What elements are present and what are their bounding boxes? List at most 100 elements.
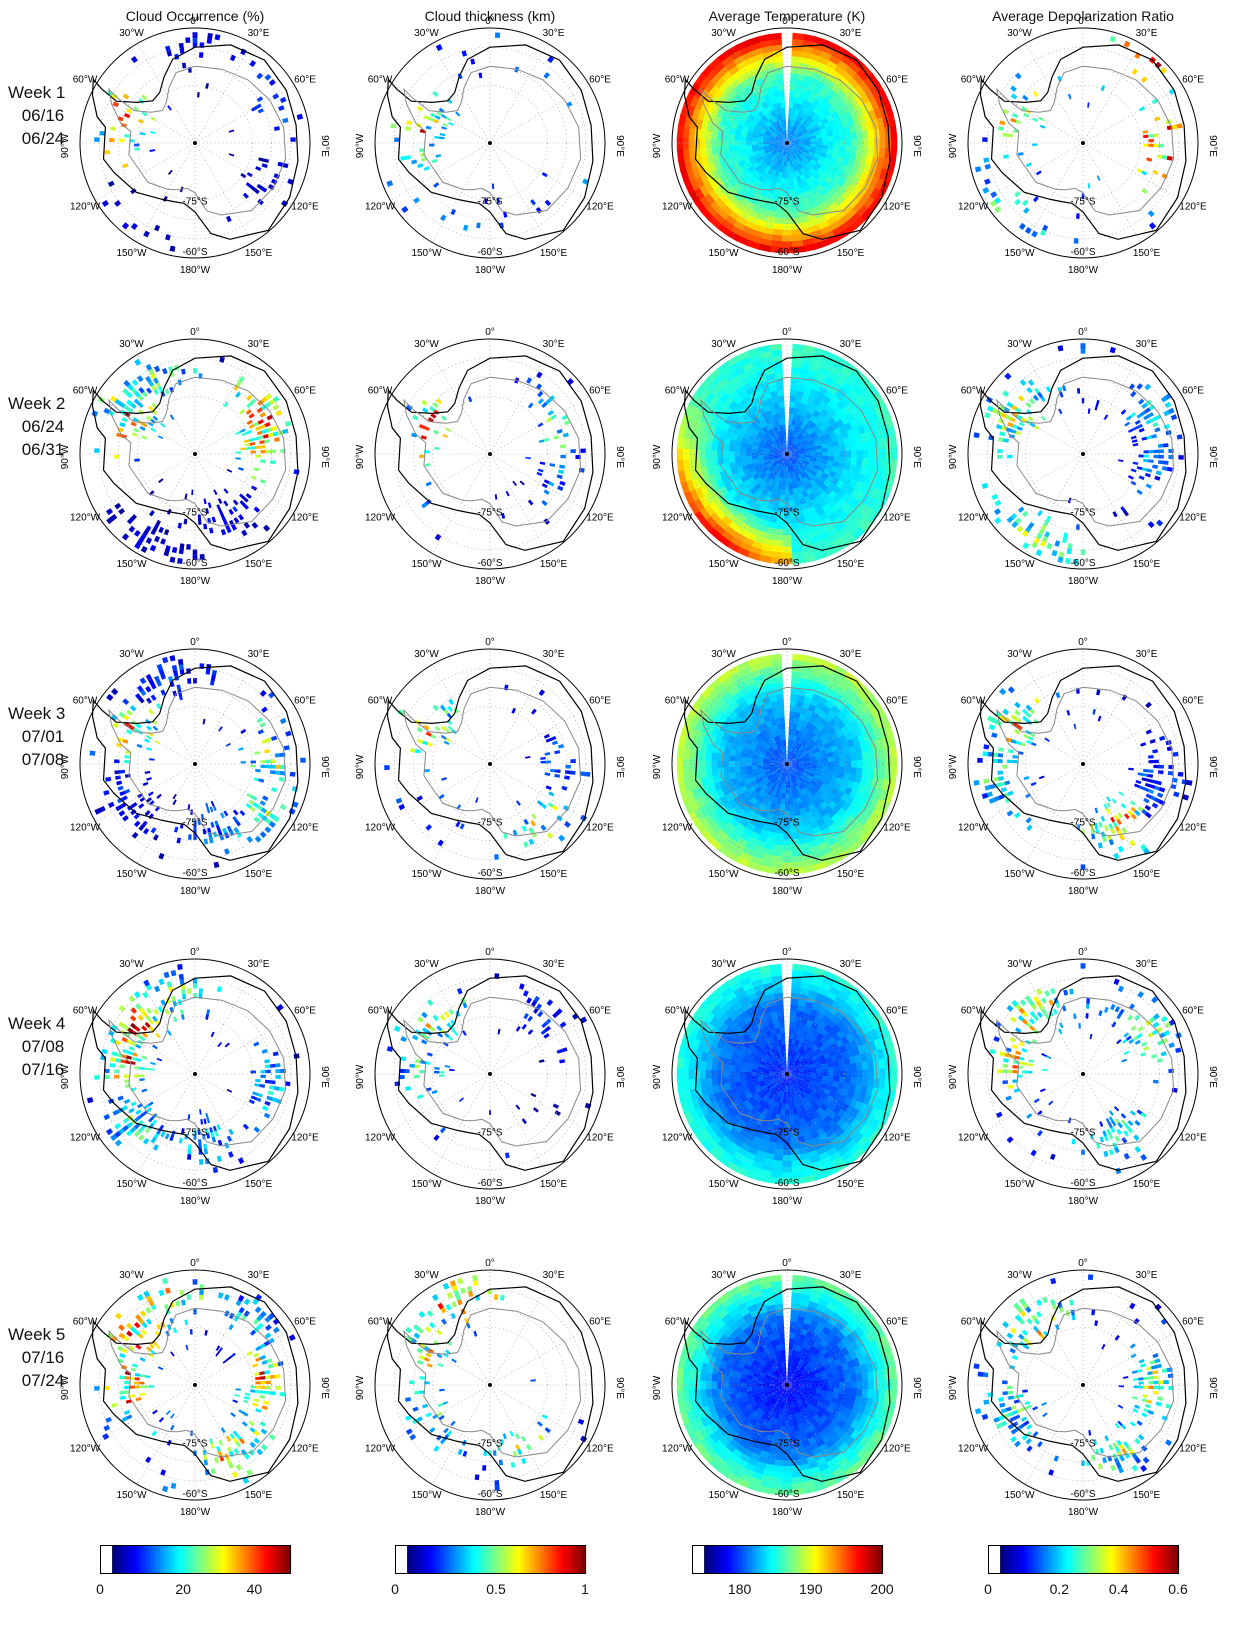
temperature-cell [758, 864, 771, 874]
temperature-cell [685, 168, 696, 181]
data-cell [1145, 729, 1152, 735]
data-cell [157, 386, 164, 393]
temperature-cell [729, 772, 737, 780]
data-cell [1031, 541, 1038, 549]
data-cell [250, 764, 256, 768]
temperature-cell [705, 146, 713, 156]
temperature-cell [685, 789, 696, 802]
temperature-cell [676, 459, 685, 472]
data-cell [563, 420, 571, 426]
temperature-cell [770, 132, 777, 138]
temperature-cell [803, 442, 810, 448]
temperature-cell [793, 748, 799, 755]
data-cell [1067, 543, 1073, 550]
temperature-cell [793, 453, 800, 455]
temperature-cell [792, 757, 799, 762]
data-cell [1026, 824, 1033, 832]
temperature-cell [677, 114, 687, 127]
temperature-cell [819, 718, 829, 727]
data-cell [255, 445, 261, 450]
data-cell [154, 535, 161, 543]
temperature-cell [821, 753, 828, 759]
data-cell [1134, 783, 1141, 789]
week-label-start: 06/24 [21, 417, 65, 436]
temperature-cell [739, 135, 747, 141]
temperature-cell [785, 454, 787, 461]
temperature-cell [769, 155, 776, 162]
temperature-cell [867, 73, 880, 87]
temperature-cell [765, 179, 773, 188]
temperature-cell [723, 501, 734, 512]
temperature-cell [737, 188, 747, 198]
temperature-cell [710, 726, 720, 738]
data-cell [999, 431, 1006, 437]
temperature-cell [782, 477, 786, 484]
latitude-circle [137, 706, 253, 822]
data-cell [1171, 124, 1178, 130]
meridian-line [390, 453, 491, 512]
temperature-cell [742, 84, 753, 94]
data-cell [250, 475, 257, 481]
data-cell [997, 759, 1003, 764]
temperature-cell [716, 457, 724, 466]
data-cell [158, 852, 165, 860]
data-cell [561, 414, 569, 421]
temperature-cell [807, 117, 815, 125]
temperature-cell [794, 772, 801, 779]
data-cell [1014, 407, 1022, 414]
data-cell [124, 721, 131, 728]
data-cell [524, 755, 531, 759]
temperature-cell [784, 178, 790, 185]
column-title: Average Depolarization Ratio [992, 8, 1174, 24]
data-cell [152, 415, 159, 422]
temperature-cell [683, 491, 695, 505]
temperature-cell [814, 130, 822, 136]
data-cell [390, 123, 397, 129]
temperature-cell [739, 541, 752, 552]
temperature-cell [860, 208, 873, 222]
temperature-cell [810, 455, 817, 459]
data-cell [1040, 395, 1046, 402]
temperature-cell [760, 481, 768, 489]
temperature-cell [818, 499, 828, 509]
data-cell [998, 794, 1005, 800]
temperature-cell [794, 170, 800, 178]
coastline [996, 65, 1175, 216]
temperature-cell [786, 454, 788, 461]
temperature-cell [818, 531, 830, 542]
temperature-cell [788, 787, 792, 794]
lon-label: 60°E [886, 386, 908, 397]
temperature-cell [796, 433, 803, 441]
data-cell [121, 533, 130, 541]
temperature-cell [710, 693, 722, 706]
temperature-cell [803, 424, 810, 432]
temperature-cell [717, 745, 726, 755]
data-cell [416, 726, 423, 733]
temperature-cell [889, 125, 898, 138]
temperature-cell [785, 454, 787, 461]
data-cell [148, 813, 155, 820]
data-cell [104, 150, 111, 155]
temperature-cell [834, 817, 845, 828]
temperature-cell [784, 764, 787, 771]
temperature-cell [783, 827, 791, 835]
data-cell [226, 468, 233, 473]
data-cell [1016, 425, 1023, 431]
temperature-cell [879, 801, 891, 815]
temperature-cell [790, 132, 795, 138]
temperature-cell [718, 805, 729, 816]
temperature-cell [745, 451, 752, 457]
temperature-cell [698, 709, 710, 723]
temperature-cell [781, 138, 787, 143]
temperature-cell [825, 126, 833, 133]
temperature-cell [763, 742, 771, 750]
data-cell [238, 747, 244, 751]
temperature-cell [796, 199, 804, 207]
data-cell [248, 799, 255, 805]
data-cell [1075, 213, 1080, 219]
temperature-cell [735, 123, 744, 131]
data-cell [260, 186, 268, 193]
data-cell [1154, 785, 1161, 791]
data-cell [169, 370, 175, 378]
week-label-start: 06/16 [21, 106, 65, 125]
